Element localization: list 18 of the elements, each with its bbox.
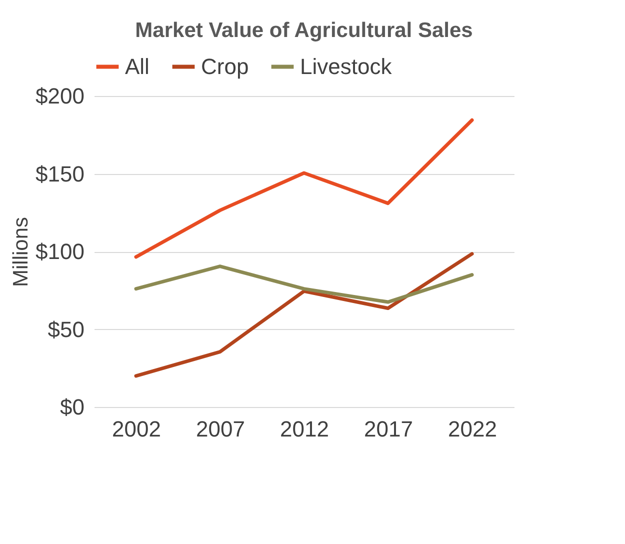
x-tick-label: 2007 <box>196 416 245 442</box>
y-tick-label: $50 <box>48 316 84 342</box>
line-series <box>134 118 474 259</box>
x-tick-label: 2017 <box>364 416 413 442</box>
y-axis-title: Millions <box>10 216 33 288</box>
legend-label: Livestock <box>300 54 393 79</box>
x-tick-label: 2012 <box>280 416 329 442</box>
line-series <box>134 264 474 304</box>
x-tick-label: 2002 <box>112 416 161 442</box>
legend-label: All <box>125 54 150 79</box>
y-tick-label: $200 <box>36 84 84 108</box>
y-tick-label: $150 <box>36 161 84 186</box>
y-tick-label: $0 <box>60 394 84 420</box>
line-series <box>134 252 474 378</box>
legend-label: Crop <box>201 54 249 79</box>
x-tick-label: 2022 <box>448 416 497 442</box>
chart-title: Market Value of Agricultural Sales <box>135 19 473 42</box>
y-tick-label: $100 <box>36 239 84 264</box>
